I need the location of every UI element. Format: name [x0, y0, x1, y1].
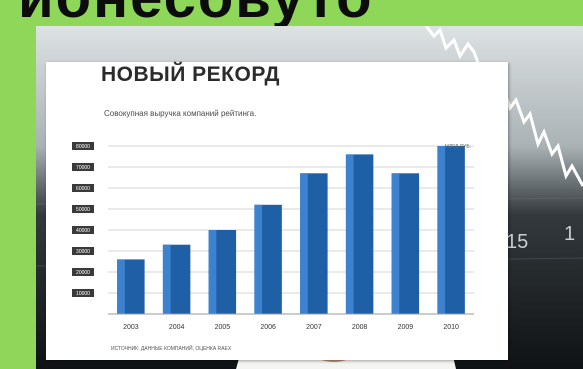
chart-bars — [117, 146, 465, 314]
y-tick-badge — [72, 184, 94, 192]
x-tick-label: 2009 — [398, 324, 414, 331]
bar-highlight — [345, 154, 354, 314]
bar-highlight — [300, 173, 308, 314]
x-tick-label: 2003 — [123, 324, 139, 331]
y-tick-badge — [72, 289, 94, 297]
y-tick-badge — [72, 247, 94, 255]
y-tick-label: 40000 — [76, 228, 90, 234]
screen-tick-label: 15 — [506, 231, 528, 253]
bar-highlight — [162, 244, 171, 314]
background-photo: 15 1 НОВЫЙ РЕКОРД Совокупная выручка ком… — [36, 26, 583, 369]
x-axis-ticks: 2003 2004 2005 2006 2007 2008 2009 2010 — [123, 324, 459, 331]
y-tick-badge — [72, 205, 94, 213]
unit-label: МЛРД РУБ. — [445, 144, 471, 150]
x-tick-label: 2008 — [352, 324, 368, 331]
x-tick-label: 2010 — [443, 324, 459, 331]
y-tick-label: 60000 — [76, 186, 90, 192]
chart-title: НОВЫЙ РЕКОРД — [101, 63, 280, 86]
y-tick-badge — [72, 163, 94, 171]
y-tick-label: 50000 — [76, 207, 90, 213]
chart-subtitle: Совокупная выручка компаний рейтинга. — [104, 109, 257, 118]
bar-highlight — [117, 259, 125, 314]
bar-highlight — [391, 173, 400, 314]
bar-chart: 10000 20000 30000 40000 50000 60000 70000 80000… — [72, 142, 474, 331]
bar-highlight — [437, 146, 446, 314]
y-tick-label: 30000 — [76, 249, 90, 255]
y-tick-label: 20000 — [76, 270, 90, 276]
chart-source-note: ИСТОЧНИК: ДАННЫЕ КОМПАНИЙ, ОЦЕНКА RAEX — [111, 346, 232, 352]
screen-tick-label: 1 — [564, 223, 575, 245]
x-tick-label: 2007 — [306, 324, 322, 331]
bar-highlight — [208, 230, 217, 314]
y-tick-label: 70000 — [76, 165, 90, 171]
slide-heading-fragment: ионесовуто — [18, 0, 374, 31]
chart-card: НОВЫЙ РЕКОРД Совокупная выручка компаний… — [46, 62, 508, 360]
y-axis-ticks: 10000 20000 30000 40000 50000 60000 70000 80000 — [72, 142, 94, 297]
y-tick-label: 80000 — [76, 144, 90, 150]
y-tick-badge — [72, 142, 94, 150]
x-tick-label: 2006 — [260, 324, 276, 331]
y-tick-badge — [72, 268, 94, 276]
x-tick-label: 2004 — [169, 324, 185, 331]
y-tick-badge — [72, 226, 94, 234]
y-tick-label: 10000 — [76, 291, 90, 297]
bar-highlight — [254, 204, 263, 314]
x-tick-label: 2005 — [215, 324, 231, 331]
